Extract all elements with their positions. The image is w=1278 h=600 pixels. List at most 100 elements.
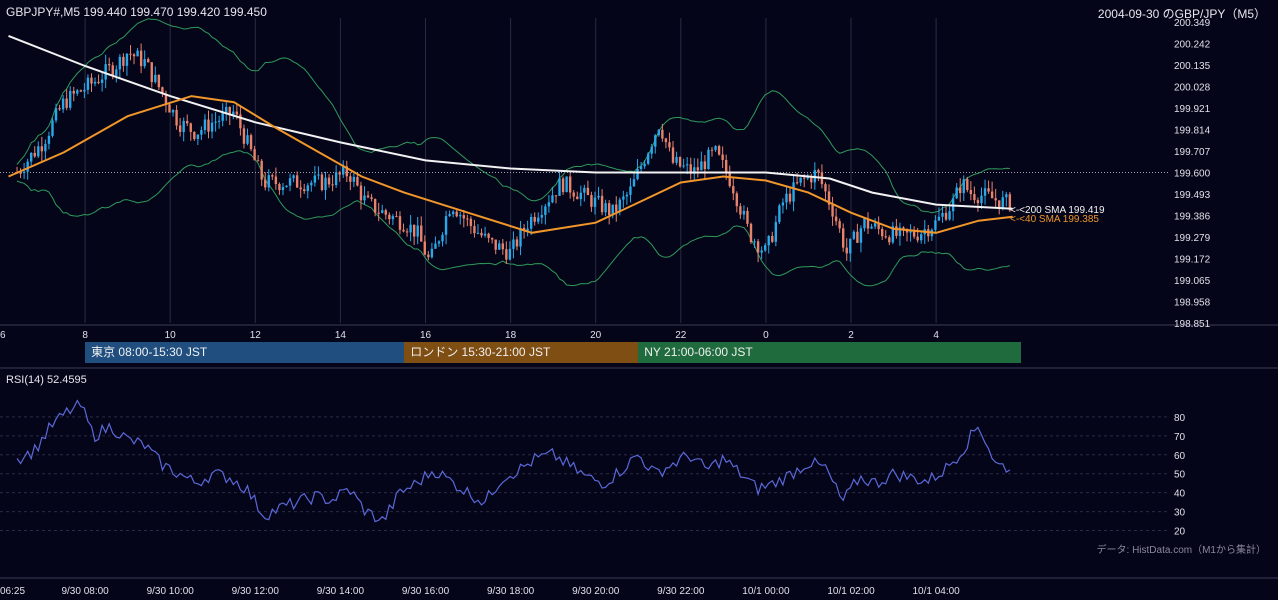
- candle-body: [959, 187, 962, 194]
- candle-body: [278, 184, 281, 191]
- candle-body: [661, 129, 664, 139]
- candle-body: [969, 189, 973, 195]
- candle-body: [948, 211, 951, 220]
- candle-body: [249, 135, 253, 150]
- time-tick-label: 9/30 12:00: [232, 586, 280, 597]
- candle-body: [834, 216, 838, 222]
- sma200-line: [8, 34, 1013, 210]
- candle-body: [65, 98, 68, 108]
- candle-body: [544, 206, 547, 215]
- time-tick-label: 9/30 10:00: [147, 586, 195, 597]
- candle-body: [898, 227, 902, 236]
- candle-body: [83, 89, 86, 92]
- candle-body: [22, 171, 26, 173]
- candle-body: [881, 228, 884, 237]
- candle-body: [703, 161, 707, 170]
- candle-body: [607, 203, 611, 216]
- candle-body: [356, 176, 359, 186]
- candle-body: [469, 218, 473, 227]
- candle-body: [763, 245, 767, 251]
- candlesticks: [15, 43, 1012, 264]
- candle-body: [579, 192, 583, 200]
- candle-body: [912, 231, 916, 237]
- candle-body: [423, 241, 426, 255]
- candle-body: [97, 81, 100, 83]
- candle-body: [728, 173, 731, 187]
- hour-tick-label: 22: [675, 330, 687, 341]
- time-tick-label: 10/1 00:00: [742, 586, 790, 597]
- candle-body: [987, 188, 990, 192]
- candle-body: [132, 54, 136, 57]
- candle-body: [618, 199, 622, 212]
- candle-body: [69, 90, 72, 108]
- candle-body: [664, 138, 668, 143]
- candle-body: [161, 87, 164, 94]
- candle-body: [430, 248, 434, 258]
- candle-body: [260, 160, 263, 180]
- candle-body: [473, 226, 476, 234]
- candle-body: [157, 74, 161, 88]
- rsi-tick-label: 60: [1174, 451, 1186, 462]
- candle-body: [86, 77, 90, 90]
- candle-body: [391, 216, 395, 220]
- hour-tick-label: 10: [165, 330, 177, 341]
- candle-body: [685, 164, 689, 166]
- hour-axis: 6 8 10 12 14 16 18 20 22 0 2 4: [0, 330, 939, 341]
- candle-body: [281, 187, 285, 191]
- candle-body: [724, 159, 728, 174]
- candle-body: [746, 210, 749, 224]
- candle-body: [441, 234, 444, 242]
- candle-body: [873, 223, 877, 227]
- candle-body: [735, 193, 739, 207]
- candle-body: [1005, 194, 1008, 198]
- candle-body: [689, 164, 692, 174]
- candle-body: [189, 123, 192, 132]
- candle-body: [122, 56, 125, 66]
- candle-body: [79, 90, 83, 92]
- candle-body: [111, 65, 114, 76]
- candle-body: [178, 125, 182, 132]
- rsi-tick-label: 70: [1174, 432, 1186, 443]
- candle-body: [44, 143, 47, 152]
- candle-body: [381, 210, 384, 213]
- hour-tick-label: 18: [505, 330, 517, 341]
- candle-body: [242, 128, 246, 144]
- price-grid: [0, 18, 1278, 326]
- candle-body: [994, 198, 997, 201]
- sma40-line: [8, 95, 1013, 234]
- hour-tick-label: 8: [82, 330, 88, 341]
- hour-tick-label: 20: [590, 330, 602, 341]
- price-tick-label: 199.065: [1174, 276, 1211, 287]
- candle-body: [129, 53, 132, 55]
- candle-body: [193, 131, 196, 140]
- candle-body: [778, 205, 781, 223]
- data-credit: データ: HistData.com（M1から集計）: [1096, 545, 1266, 556]
- candle-body: [402, 229, 405, 232]
- candle-body: [895, 226, 898, 236]
- candle-body: [920, 234, 923, 241]
- candle-body: [437, 241, 441, 244]
- candle-body: [221, 112, 224, 121]
- candle-body: [909, 231, 912, 233]
- candle-body: [324, 177, 327, 191]
- candle-body: [405, 231, 409, 233]
- candle-body: [771, 235, 774, 242]
- price-tick-label: 199.600: [1174, 169, 1211, 180]
- candle-body: [51, 120, 54, 136]
- candle-body: [451, 211, 455, 215]
- candle-body: [498, 243, 501, 250]
- candle-body: [274, 176, 278, 185]
- candle-body: [551, 195, 554, 203]
- candle-body: [494, 239, 497, 250]
- candle-body: [976, 200, 980, 204]
- rsi-tick-label: 50: [1174, 470, 1186, 481]
- price-tick-label: 199.386: [1174, 212, 1211, 223]
- candle-body: [866, 218, 870, 229]
- candle-body: [342, 166, 345, 175]
- rsi-tick-label: 20: [1174, 527, 1186, 538]
- candle-body: [554, 195, 558, 197]
- candle-body: [420, 225, 423, 242]
- candle-body: [239, 114, 242, 129]
- time-tick-label: 06:25: [0, 586, 25, 597]
